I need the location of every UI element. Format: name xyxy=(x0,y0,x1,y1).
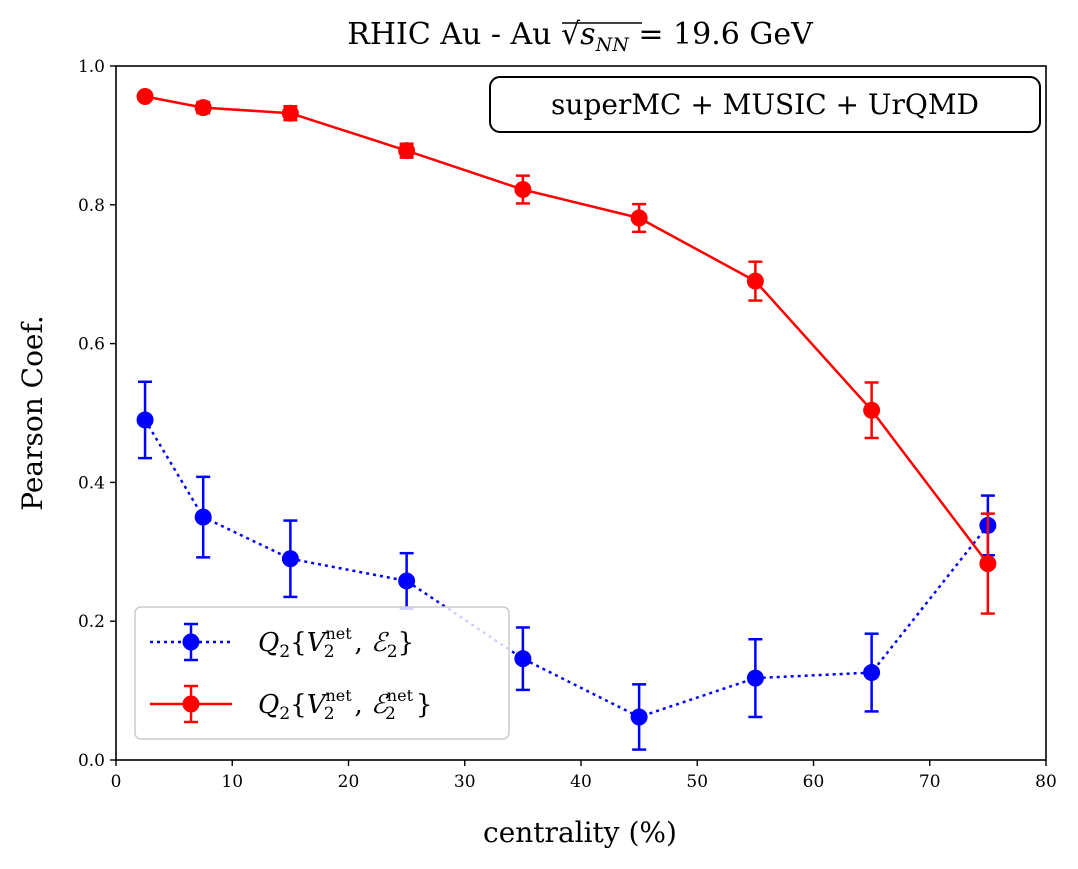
data-point xyxy=(194,508,212,526)
y-axis-ticks: 0.0 0.2 0.4 0.6 0.8 1.0 xyxy=(78,57,116,771)
legend-entry-blue: Q2{Vnet 2, ℰ2} xyxy=(150,622,414,662)
data-point xyxy=(630,209,648,227)
legend-entry-red: Q2{Vnet 2, ℰnet 2} xyxy=(150,684,432,724)
data-point xyxy=(863,401,881,419)
legend-label-red: Q2{Vnet 2, ℰnet 2} xyxy=(258,686,432,724)
data-point xyxy=(194,99,212,117)
y-tick-label: 0.8 xyxy=(78,196,105,216)
y-axis-label: Pearson Coef. xyxy=(16,315,49,511)
series-line-blue xyxy=(143,419,989,719)
x-tick-label: 70 xyxy=(919,772,941,792)
data-point xyxy=(136,88,154,106)
series-line-red xyxy=(144,95,989,565)
series-blue xyxy=(136,380,997,751)
data-point xyxy=(514,181,532,199)
x-tick-label: 80 xyxy=(1035,772,1057,792)
data-point xyxy=(746,669,764,687)
data-point xyxy=(398,142,416,160)
x-axis-label: centrality (%) xyxy=(483,816,677,849)
data-point xyxy=(281,550,299,568)
y-tick-label: 0.0 xyxy=(78,751,105,771)
x-tick-label: 0 xyxy=(111,772,122,792)
x-tick-label: 60 xyxy=(803,772,825,792)
legend-frame xyxy=(134,606,510,740)
series-layer xyxy=(136,88,997,751)
x-tick-label: 20 xyxy=(338,772,360,792)
annotation-text: superMC + MUSIC + UrQMD xyxy=(551,88,979,121)
series-red xyxy=(136,88,997,615)
y-tick-label: 0.2 xyxy=(78,612,105,632)
legend-label-blue: Q2{Vnet 2, ℰ2} xyxy=(258,624,414,662)
x-tick-label: 40 xyxy=(570,772,592,792)
x-tick-label: 30 xyxy=(454,772,476,792)
data-point xyxy=(514,650,532,668)
x-axis-ticks: 0 10 20 30 40 50 60 70 80 xyxy=(111,760,1057,792)
data-point xyxy=(136,411,154,429)
y-tick-label: 1.0 xyxy=(78,57,105,77)
annotation-box: superMC + MUSIC + UrQMD xyxy=(489,76,1041,133)
data-point xyxy=(863,664,881,682)
y-tick-label: 0.6 xyxy=(78,335,105,355)
sqrt-symbol: √ xyxy=(561,17,581,52)
data-point xyxy=(281,104,299,122)
data-point xyxy=(746,272,764,290)
chart-title: RHIC Au - Au √sNN = 19.6 GeV xyxy=(347,17,814,56)
data-point xyxy=(630,708,648,726)
x-tick-label: 50 xyxy=(686,772,708,792)
y-tick-label: 0.4 xyxy=(78,473,105,493)
x-tick-label: 10 xyxy=(221,772,243,792)
data-point xyxy=(398,572,416,590)
data-point xyxy=(979,555,997,573)
legend: Q2{Vnet 2, ℰ2} Q2{Vnet 2, ℰnet 2} xyxy=(134,606,510,740)
